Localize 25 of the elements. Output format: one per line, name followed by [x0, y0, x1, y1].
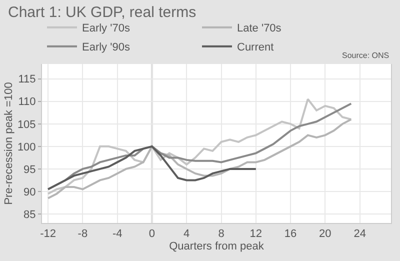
x-tick-label: 8 — [218, 228, 224, 240]
x-tick-label: -12 — [40, 228, 56, 240]
y-tick-label: 95 — [24, 164, 36, 176]
y-tick-label: 115 — [18, 74, 36, 86]
y-tick-label: 110 — [18, 96, 36, 108]
x-tick-label: 0 — [148, 228, 156, 240]
legend-label: Current — [237, 42, 274, 54]
y-axis-title: Pre-recession peak =100 — [3, 82, 16, 205]
y-tick-label: 90 — [24, 186, 36, 198]
y-tick-label: 85 — [24, 208, 36, 221]
y-tick-label: 100 — [17, 141, 36, 154]
y-tick-label: 105 — [17, 118, 36, 131]
source-note: Source: ONS — [342, 51, 390, 60]
x-tick-label: 12 — [250, 228, 262, 240]
x-tick-label: 24 — [354, 228, 366, 240]
x-axis-title: Quarters from peak — [169, 240, 264, 252]
legend-label: Late '70s — [237, 22, 282, 35]
legend-label: Early '70s — [82, 22, 130, 35]
x-tick-label: -4 — [112, 228, 122, 240]
x-tick-label: -8 — [78, 228, 88, 240]
x-tick-label: 20 — [319, 228, 332, 240]
x-tick-label: 4 — [184, 228, 190, 240]
chart-title: Chart 1: UK GDP, real terms — [8, 4, 196, 22]
x-tick-label: 16 — [284, 228, 297, 240]
legend-label: Early '90s — [82, 42, 130, 54]
